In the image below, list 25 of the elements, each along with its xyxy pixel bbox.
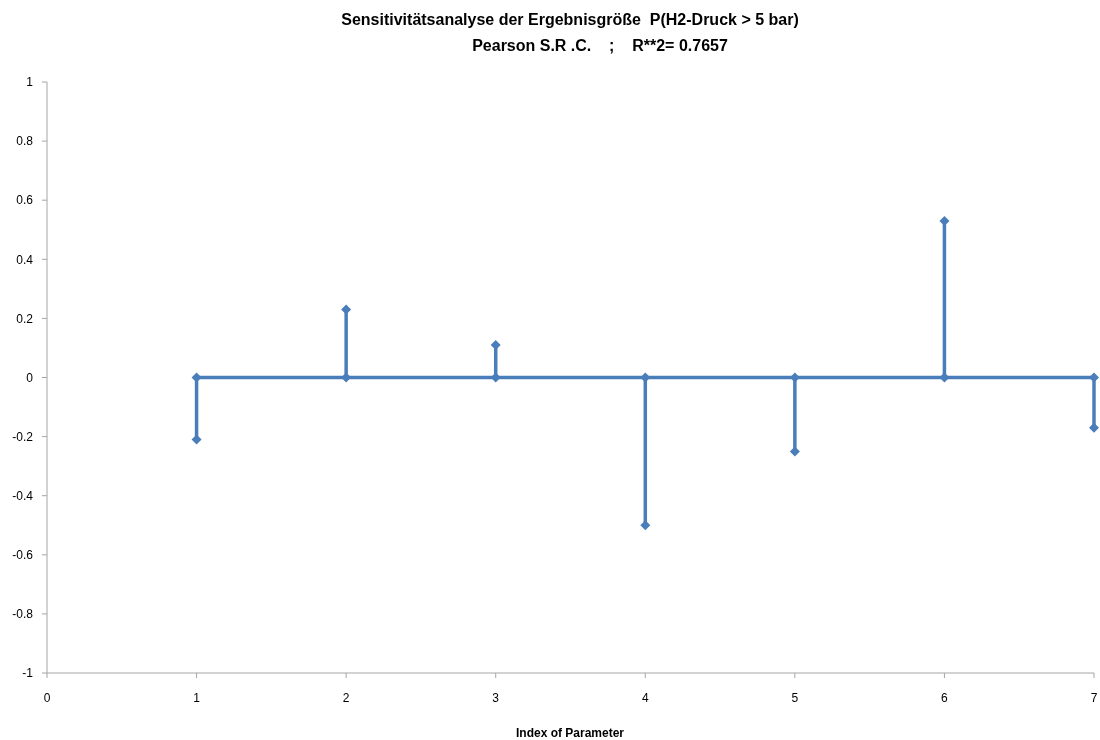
y-tick-label: 0 bbox=[26, 370, 34, 385]
chart-subtitle: Pearson S.R .C. ; R**2= 0.7657 bbox=[472, 37, 728, 54]
y-tick-label: 0.2 bbox=[16, 311, 34, 326]
y-tick-label: 1 bbox=[26, 75, 34, 90]
x-tick-label: 2 bbox=[342, 691, 350, 705]
x-axis-title: Index of Parameter bbox=[515, 726, 625, 740]
point bbox=[939, 215, 950, 226]
y-tick-label: -0.6 bbox=[12, 548, 34, 562]
y-tick-label: 0.4 bbox=[16, 252, 34, 267]
chart-title: Sensitivitätsanalyse der Ergebnisgröße P(H2-Druck > 5 bar) bbox=[341, 11, 799, 28]
y-tick-label: 0.6 bbox=[16, 193, 34, 208]
y-tick-label: -0.4 bbox=[12, 488, 34, 503]
y-tick-label: -0.8 bbox=[12, 607, 34, 622]
x-tick-label: 1 bbox=[193, 691, 201, 705]
x-tick-label: 7 bbox=[1090, 691, 1098, 705]
x-tick-label: 5 bbox=[791, 691, 799, 705]
y-tick-label: -0.2 bbox=[12, 429, 34, 444]
y-tick-label: -1 bbox=[22, 666, 34, 681]
x-tick-label: 4 bbox=[641, 691, 649, 705]
x-tick-label: 3 bbox=[492, 691, 500, 705]
point bbox=[640, 520, 651, 531]
x-tick-label: 6 bbox=[941, 691, 949, 705]
y-tick-label: 0.8 bbox=[16, 134, 34, 149]
x-tick-label: 0 bbox=[43, 691, 51, 705]
point bbox=[490, 339, 501, 350]
